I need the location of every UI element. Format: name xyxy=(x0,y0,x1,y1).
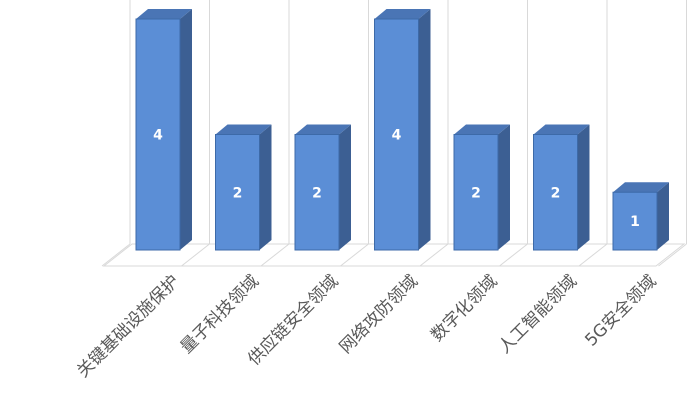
bar-top xyxy=(613,182,669,193)
gridlines xyxy=(101,0,687,267)
floor-divider xyxy=(340,243,369,267)
data-label: 2 xyxy=(312,185,322,201)
chart-floor xyxy=(102,243,686,267)
data-label: 2 xyxy=(233,185,243,201)
bar-front xyxy=(294,134,340,251)
bar xyxy=(135,9,192,251)
bar xyxy=(374,9,431,251)
bar-front xyxy=(135,18,181,251)
floor-divider xyxy=(260,243,290,267)
category-label: 关键基础设施保护 xyxy=(73,271,183,381)
category-label: 人工智能领域 xyxy=(495,271,581,357)
bar-side xyxy=(418,9,431,250)
data-label: 1 xyxy=(630,214,640,230)
bar-top xyxy=(374,9,431,19)
bar-top xyxy=(454,124,510,135)
floor-divider xyxy=(499,243,528,267)
data-label: 4 xyxy=(153,128,163,144)
bar-side xyxy=(498,124,510,250)
category-label: 5G安全领域 xyxy=(581,271,660,350)
bars: 4 2 2 4 2 2 1 xyxy=(135,9,669,251)
data-label: 4 xyxy=(392,128,402,144)
floor-divider xyxy=(181,243,210,267)
bar xyxy=(533,124,590,251)
data-label: 2 xyxy=(471,185,481,201)
floor-divider xyxy=(101,243,131,267)
data-label: 2 xyxy=(551,185,561,201)
bar-side xyxy=(577,124,590,250)
floor-divider xyxy=(658,243,687,267)
bar-top xyxy=(295,124,351,135)
bar-front xyxy=(374,18,419,251)
bar xyxy=(215,124,272,251)
bar xyxy=(453,124,510,251)
bar-top xyxy=(136,9,192,19)
bar-front xyxy=(612,191,658,251)
bar-side xyxy=(259,124,272,250)
category-label: 数字化领域 xyxy=(427,271,501,345)
bar-front xyxy=(215,134,260,251)
floor-divider xyxy=(578,243,608,267)
bar xyxy=(612,182,669,251)
category-label: 量子科技领域 xyxy=(177,271,263,357)
bar-top xyxy=(533,124,590,135)
bar-side xyxy=(180,9,192,250)
bar-side xyxy=(657,182,669,250)
bar-front xyxy=(533,134,578,251)
category-label: 网络攻防领域 xyxy=(336,271,422,357)
bar-front xyxy=(453,134,499,251)
bar-side xyxy=(339,124,351,250)
bar-top xyxy=(215,124,272,135)
bar xyxy=(294,124,351,251)
floor-divider xyxy=(419,243,449,267)
